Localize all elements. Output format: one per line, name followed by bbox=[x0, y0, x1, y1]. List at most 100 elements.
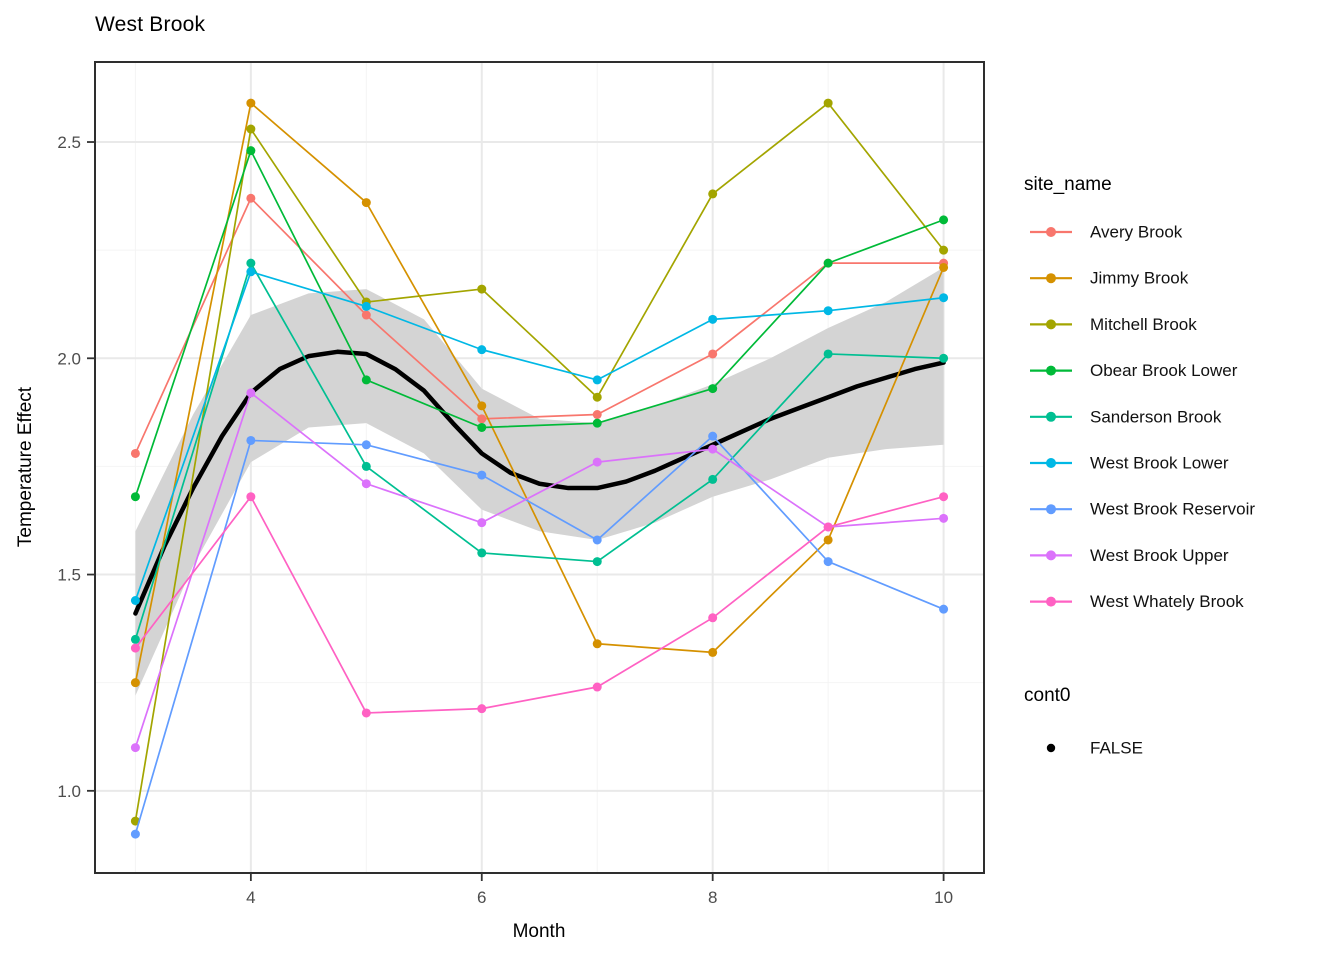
data-point-obear-brook-lower bbox=[477, 422, 487, 432]
data-point-west-whately-brook bbox=[823, 522, 833, 532]
data-point-obear-brook-lower bbox=[246, 146, 256, 156]
data-point-west-whately-brook bbox=[246, 492, 256, 502]
y-tick-label: 2.5 bbox=[57, 133, 81, 152]
legend-swatch-dot-west-brook-lower bbox=[1046, 458, 1056, 468]
series-line-avery-brook bbox=[134, 197, 944, 454]
data-point-sanderson-brook bbox=[130, 634, 140, 644]
x-tick-label: 8 bbox=[708, 888, 717, 907]
legend-swatch-dot-west-brook-reservoir bbox=[1046, 504, 1056, 515]
data-point-obear-brook-lower bbox=[592, 418, 602, 428]
data-point-avery-brook bbox=[361, 310, 371, 320]
data-point-jimmy-brook bbox=[477, 401, 487, 411]
data-point-west-brook-lower bbox=[939, 293, 949, 303]
legend-swatch-dot-avery-brook bbox=[1046, 227, 1056, 237]
data-point-mitchell-brook bbox=[823, 98, 833, 108]
data-point-jimmy-brook bbox=[939, 262, 949, 272]
data-point-sanderson-brook bbox=[708, 474, 718, 484]
plot-layer: 4 6 8 10 1.0 1.5 2.0 2.5 bbox=[57, 61, 985, 907]
data-point-west-brook-upper bbox=[130, 743, 140, 753]
data-point-mitchell-brook bbox=[246, 124, 256, 134]
y-tick-label: 1.5 bbox=[57, 566, 81, 585]
legend-swatch-dot-mitchell-brook bbox=[1046, 319, 1056, 330]
data-point-west-brook-lower bbox=[361, 301, 371, 311]
data-point-west-whately-brook bbox=[477, 704, 487, 714]
legend-cont0-title: cont0 bbox=[1024, 685, 1070, 706]
legend-label-west-brook-lower: West Brook Lower bbox=[1090, 454, 1229, 473]
data-point-obear-brook-lower bbox=[361, 375, 371, 385]
series-line-mitchell-brook bbox=[134, 102, 945, 822]
data-point-west-brook-lower bbox=[477, 345, 487, 355]
legend-swatch-dot-cont0 bbox=[1046, 743, 1056, 753]
data-point-west-brook-lower bbox=[130, 596, 140, 606]
series-line-west-whately-brook bbox=[134, 495, 944, 714]
data-point-west-brook-reservoir bbox=[246, 435, 256, 445]
data-point-west-brook-upper bbox=[361, 479, 371, 489]
legend-swatch-dot-west-brook-upper bbox=[1046, 550, 1056, 561]
data-point-jimmy-brook bbox=[361, 198, 371, 208]
data-point-west-brook-upper bbox=[939, 513, 949, 523]
data-point-sanderson-brook bbox=[592, 557, 602, 567]
legend-swatch-dot-obear-brook-lower bbox=[1046, 365, 1056, 376]
data-point-west-brook-reservoir bbox=[592, 535, 602, 545]
data-point-obear-brook-lower bbox=[130, 492, 140, 502]
data-point-avery-brook bbox=[477, 414, 487, 424]
data-point-west-brook-upper bbox=[477, 518, 487, 528]
data-point-west-brook-reservoir bbox=[939, 604, 949, 614]
data-point-west-whately-brook bbox=[130, 643, 140, 653]
data-point-west-brook-reservoir bbox=[823, 557, 833, 567]
data-point-west-brook-upper bbox=[708, 444, 718, 454]
legend-label-sanderson-brook: Sanderson Brook bbox=[1090, 407, 1222, 426]
legend-layer: Avery Brook Jimmy Brook Mitchell Brook Obea… bbox=[1030, 223, 1255, 758]
data-point-west-whately-brook bbox=[708, 613, 718, 623]
data-point-avery-brook bbox=[130, 448, 140, 458]
legend-label-avery-brook: Avery Brook bbox=[1090, 223, 1183, 242]
series-line-west-brook-upper bbox=[134, 392, 944, 748]
panel-border bbox=[94, 61, 985, 874]
data-point-obear-brook-lower bbox=[939, 215, 949, 225]
data-point-jimmy-brook bbox=[130, 678, 140, 688]
data-point-west-brook-reservoir bbox=[130, 829, 140, 839]
y-tick-label: 2.0 bbox=[57, 349, 81, 368]
legend-swatch-dot-west-whately-brook bbox=[1046, 596, 1056, 607]
data-point-avery-brook bbox=[708, 349, 718, 359]
x-tick-label: 6 bbox=[477, 888, 486, 907]
y-tick-label: 1.0 bbox=[57, 782, 81, 801]
data-point-jimmy-brook bbox=[708, 647, 718, 657]
data-point-obear-brook-lower bbox=[823, 258, 833, 268]
data-point-mitchell-brook bbox=[592, 392, 602, 402]
data-point-avery-brook bbox=[592, 410, 602, 420]
legend-label-cont0: FALSE bbox=[1090, 739, 1143, 758]
legend-swatch-dot-sanderson-brook bbox=[1046, 411, 1056, 422]
data-point-sanderson-brook bbox=[823, 349, 833, 359]
legend-label-obear-brook-lower: Obear Brook Lower bbox=[1090, 361, 1238, 380]
data-point-sanderson-brook bbox=[361, 461, 371, 471]
x-tick-label: 10 bbox=[934, 888, 953, 907]
data-point-west-whately-brook bbox=[939, 492, 949, 502]
legend-label-jimmy-brook: Jimmy Brook bbox=[1090, 269, 1189, 288]
legend-site-name-title: site_name bbox=[1024, 174, 1112, 195]
data-point-west-brook-lower bbox=[823, 306, 833, 316]
data-point-mitchell-brook bbox=[939, 245, 949, 255]
y-axis-title: Temperature Effect bbox=[15, 386, 36, 547]
data-point-west-brook-reservoir bbox=[708, 431, 718, 441]
data-point-west-brook-lower bbox=[708, 314, 718, 324]
data-point-mitchell-brook bbox=[477, 284, 487, 294]
data-point-jimmy-brook bbox=[592, 639, 602, 649]
data-point-west-whately-brook bbox=[592, 682, 602, 692]
data-point-west-brook-reservoir bbox=[477, 470, 487, 480]
legend-label-west-whately-brook: West Whately Brook bbox=[1090, 592, 1244, 611]
series-line-obear-brook-lower bbox=[134, 149, 944, 497]
series-line-sanderson-brook bbox=[134, 262, 944, 640]
data-point-west-brook-reservoir bbox=[361, 440, 371, 450]
smooth-line bbox=[133, 349, 946, 616]
data-point-west-brook-lower bbox=[592, 375, 602, 385]
x-axis-title: Month bbox=[513, 921, 566, 942]
x-tick-label: 4 bbox=[246, 888, 255, 907]
data-point-sanderson-brook bbox=[246, 258, 256, 268]
series-line-west-brook-lower bbox=[134, 270, 944, 601]
legend-label-mitchell-brook: Mitchell Brook bbox=[1090, 315, 1197, 334]
data-point-jimmy-brook bbox=[246, 98, 256, 108]
series-line-jimmy-brook bbox=[134, 102, 945, 683]
series-line-west-brook-reservoir bbox=[134, 435, 944, 835]
